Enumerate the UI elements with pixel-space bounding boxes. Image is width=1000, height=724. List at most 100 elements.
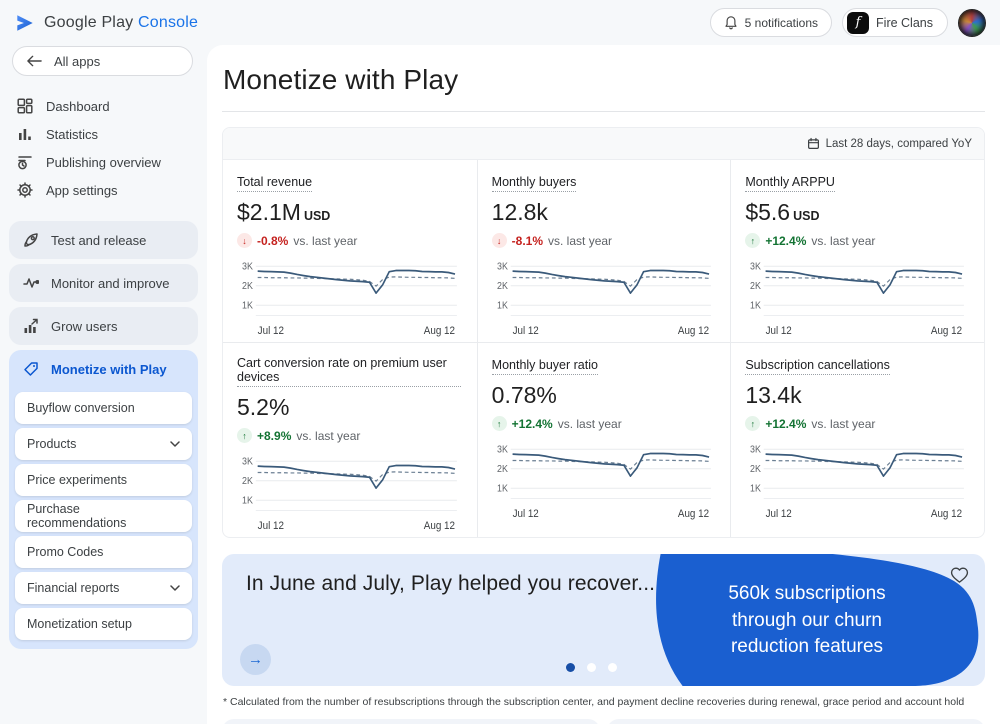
account-avatar[interactable] <box>958 8 986 37</box>
sidebar-item-app-settings[interactable]: App settings <box>0 176 207 204</box>
purchase-flow-recommendations-card: Purchase flow recommendations → You have… <box>607 719 985 724</box>
logo-console: Console <box>138 13 199 31</box>
sidebar-item-label: Publishing overview <box>46 154 161 170</box>
delta-percent: +12.4% <box>765 233 807 248</box>
svg-text:2K: 2K <box>242 475 254 485</box>
banner-next-button[interactable]: → <box>240 644 271 675</box>
sparkline-chart: 3K 2K 1K Jul 12 Aug 12 <box>745 439 968 521</box>
app-name: Fire Clans <box>876 15 933 30</box>
svg-text:1K: 1K <box>242 300 254 310</box>
svg-text:3K: 3K <box>497 444 509 454</box>
carousel-dot[interactable] <box>587 663 596 672</box>
svg-text:2K: 2K <box>242 280 254 290</box>
metric-title: Cart conversion rate on premium user dev… <box>237 356 461 387</box>
banner-footnote: * Calculated from the number of resubscr… <box>223 696 965 708</box>
svg-text:Aug 12: Aug 12 <box>678 326 709 337</box>
sidebar-item-financial-reports[interactable]: Financial reports <box>15 572 192 604</box>
google-play-icon <box>14 12 36 34</box>
sidebar-group-test-and-release[interactable]: Test and release <box>9 221 198 259</box>
sidebar-item-label: Financial reports <box>27 581 120 595</box>
bar-chart-icon <box>17 126 33 142</box>
notifications-button[interactable]: 5 notifications <box>709 8 833 37</box>
sidebar-item-products[interactable]: Products <box>15 428 192 460</box>
sidebar: All apps Dashboard Statistics Publishing… <box>0 44 207 724</box>
heart-icon[interactable] <box>950 566 969 589</box>
sidebar-group-monetize-with-play: Monetize with Play Buyflow conversion Pr… <box>9 350 198 649</box>
title-divider <box>222 111 985 112</box>
sidebar-item-label: Monetization setup <box>27 617 132 631</box>
rocket-icon <box>23 232 39 248</box>
delta-suffix: vs. last year <box>548 233 613 248</box>
trend-arrow-icon: ↑ <box>491 416 507 431</box>
banner-highlight-text: 560k subscriptions through our churn red… <box>667 581 947 661</box>
svg-text:Jul 12: Jul 12 <box>258 521 285 532</box>
sidebar-item-dashboard[interactable]: Dashboard <box>0 92 207 120</box>
svg-text:1K: 1K <box>242 495 254 505</box>
svg-text:2K: 2K <box>497 280 509 290</box>
sidebar-group-label: Test and release <box>51 232 147 248</box>
metric-cards-grid: Total revenue $2.1M USD ↓ -0.8% vs. last … <box>223 160 984 537</box>
svg-text:2K: 2K <box>497 463 509 473</box>
growth-chart-icon <box>23 318 39 334</box>
app-switcher-button[interactable]: f Fire Clans <box>842 8 948 37</box>
sidebar-group-grow-users[interactable]: Grow users <box>9 307 198 345</box>
svg-text:1K: 1K <box>497 483 509 493</box>
sparkline-chart: 3K 2K 1K Jul 12 Aug 12 <box>745 256 968 338</box>
sidebar-item-label: Monetize with Play <box>51 361 167 377</box>
trend-arrow-icon: ↑ <box>237 428 252 443</box>
banner-highlight-line: reduction features <box>730 636 884 658</box>
svg-text:Jul 12: Jul 12 <box>512 509 538 520</box>
metric-card-monthly-buyers: Monthly buyers 12.8k ↓ -8.1% vs. last ye… <box>476 160 731 342</box>
svg-text:Aug 12: Aug 12 <box>931 509 962 520</box>
calendar-icon <box>807 137 820 150</box>
carousel-dot[interactable] <box>608 663 617 672</box>
date-range-filter[interactable]: Last 28 days, compared YoY <box>807 137 972 150</box>
sidebar-item-monetize-with-play[interactable]: Monetize with Play <box>9 350 198 388</box>
carousel-dots <box>566 663 617 672</box>
price-experiments-card: Price experiments → You have 11 price ex… <box>222 719 600 724</box>
sidebar-item-monetization-setup[interactable]: Monetization setup <box>15 608 192 640</box>
sidebar-item-label: Statistics <box>46 126 99 142</box>
carousel-dot[interactable] <box>566 663 575 672</box>
metric-card-subscription-cancellations: Subscription cancellations 13.4k ↑ +12.4… <box>730 342 984 537</box>
metric-value: $5.6 <box>745 199 791 225</box>
banner-highlight-line: through our churn <box>732 609 882 631</box>
pulse-icon <box>23 275 39 291</box>
svg-text:3K: 3K <box>497 261 509 271</box>
trend-arrow-icon: ↑ <box>745 416 761 431</box>
gear-icon <box>17 182 33 198</box>
metric-delta: ↓ -8.1% vs. last year <box>491 233 715 248</box>
sidebar-item-price-experiments[interactable]: Price experiments <box>15 464 192 496</box>
metric-delta: ↑ +12.4% vs. last year <box>745 233 968 248</box>
delta-suffix: vs. last year <box>293 233 358 248</box>
svg-text:2K: 2K <box>750 280 762 290</box>
svg-text:1K: 1K <box>497 300 509 310</box>
sidebar-item-purchase-recommendations[interactable]: Purchase recommendations <box>15 500 192 532</box>
sidebar-item-label: Products <box>27 437 77 451</box>
chevron-down-icon <box>170 441 180 447</box>
main-content: Monetize with Play Last 28 days, compare… <box>207 45 1000 724</box>
sparkline-chart: 3K 2K 1K Jul 12 Aug 12 <box>492 439 715 521</box>
delta-suffix: vs. last year <box>296 428 361 443</box>
metric-delta: ↑ +12.4% vs. last year <box>491 416 715 431</box>
metric-value: $2.1M <box>237 199 301 225</box>
delta-suffix: vs. last year <box>811 416 876 431</box>
svg-text:Jul 12: Jul 12 <box>258 326 285 337</box>
sidebar-item-promo-codes[interactable]: Promo Codes <box>15 536 192 568</box>
sidebar-item-publishing-overview[interactable]: Publishing overview <box>0 148 207 176</box>
metric-value: 12.8k <box>491 199 548 225</box>
play-console-logo[interactable]: Google Play Console <box>14 12 198 34</box>
all-apps-label: All apps <box>54 53 101 69</box>
trend-arrow-icon: ↓ <box>491 233 507 248</box>
svg-text:3K: 3K <box>242 456 254 466</box>
trend-arrow-icon: ↓ <box>237 233 252 248</box>
sparkline-chart: 3K 2K 1K Jul 12 Aug 12 <box>492 256 715 338</box>
all-apps-back-button[interactable]: All apps <box>12 46 193 76</box>
sidebar-item-statistics[interactable]: Statistics <box>0 120 207 148</box>
metric-delta: ↓ -0.8% vs. last year <box>237 233 461 248</box>
notifications-label: 5 notifications <box>744 15 819 30</box>
sidebar-group-monitor-and-improve[interactable]: Monitor and improve <box>9 264 198 302</box>
sidebar-item-buyflow-conversion[interactable]: Buyflow conversion <box>15 392 192 424</box>
back-arrow-icon <box>27 55 42 67</box>
svg-text:3K: 3K <box>750 261 762 271</box>
